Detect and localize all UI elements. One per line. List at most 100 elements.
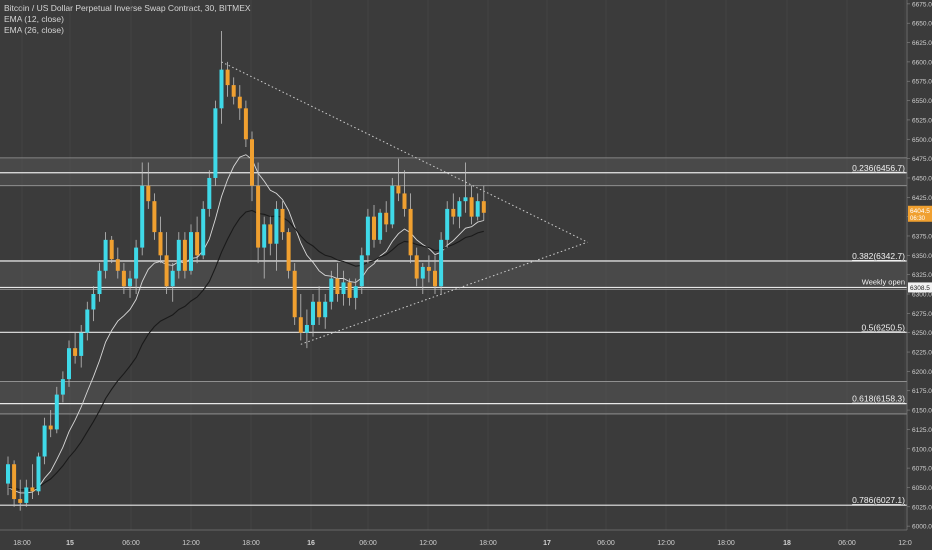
time-tick-label: 18:00 [479, 540, 497, 547]
candle-body [128, 278, 132, 287]
price-tick-label: 6525.0 [912, 117, 932, 124]
candle-body [396, 185, 401, 194]
ema12-line [7, 154, 484, 494]
fib-zone [0, 260, 907, 290]
candle-body [140, 185, 145, 248]
price-tick-label: 6550.0 [912, 98, 932, 105]
price-tick-label: 6150.0 [912, 408, 932, 415]
candle-body [97, 270, 102, 295]
candle-body [481, 201, 486, 213]
weekly-open-value: 6308.5 [910, 285, 930, 292]
last-price-value: 6404.5 [910, 208, 930, 215]
candle-body [243, 108, 248, 140]
candle-body [12, 464, 17, 500]
price-tick-label: 6350.0 [912, 253, 932, 260]
fib-level-label: 0.382(6342.7) [852, 251, 905, 261]
price-tick-label: 6200.0 [912, 369, 932, 376]
ema26-line [7, 209, 484, 491]
candle-body [433, 270, 437, 287]
time-tick-label: 06:00 [122, 540, 140, 547]
candle-body [292, 270, 297, 318]
price-tick-label: 6450.0 [912, 175, 932, 182]
candle-body [420, 266, 425, 279]
fib-zone [0, 381, 907, 414]
candle-body [73, 348, 78, 356]
candle-body [42, 425, 47, 457]
candle-body [256, 185, 261, 248]
candle-body [170, 270, 175, 287]
candle-body [408, 208, 413, 256]
candle-body [18, 499, 23, 503]
candle-body [274, 208, 279, 244]
weekly-open-label: Weekly open [862, 277, 905, 286]
candle-body [384, 212, 389, 225]
candle-body [451, 208, 456, 217]
candle-body [54, 394, 59, 430]
candle-body [402, 193, 407, 209]
time-tick-label: 18:00 [13, 540, 31, 547]
price-tick-label: 6250.0 [912, 330, 932, 337]
triangle-pattern [221, 61, 588, 345]
price-tick-label: 6125.0 [912, 427, 932, 434]
chart-title: Bitcoin / US Dollar Perpetual Inverse Sw… [4, 3, 251, 13]
time-tick-label: 12:0 [898, 540, 912, 547]
candle-body [85, 309, 90, 333]
candles [6, 30, 486, 511]
price-tick-label: 6675.0 [912, 1, 932, 8]
triangle-lower-trendline [300, 241, 588, 345]
chart-legend: Bitcoin / US Dollar Perpetual Inverse Sw… [4, 3, 251, 36]
price-tick-label: 6050.0 [912, 485, 932, 492]
price-tick-label: 6500.0 [912, 137, 932, 144]
candle-body [48, 425, 53, 430]
candle-body [250, 139, 254, 186]
candle-body [372, 216, 376, 240]
candle-body [176, 239, 181, 271]
time-tick-label: 12:00 [419, 540, 437, 547]
time-tick-label: 17 [543, 540, 551, 547]
candle-body [164, 255, 169, 287]
fib-levels: 0.236(6456.7) 0.382(6342.7) 0.5(6250.5) 0.6… [0, 163, 907, 506]
candle-body [91, 294, 96, 310]
ema-lines [7, 154, 484, 494]
candle-body [67, 348, 71, 380]
time-tick-label: 16 [307, 540, 315, 547]
candle-body [60, 379, 65, 395]
price-tick-label: 6325.0 [912, 272, 932, 279]
candle-body [103, 239, 108, 271]
candle-body [115, 259, 120, 271]
price-tick-label: 6075.0 [912, 466, 932, 473]
time-tick-label: 12:00 [182, 540, 200, 547]
candle-body [378, 212, 383, 240]
candle-body [317, 301, 322, 318]
candle-body [109, 239, 114, 260]
time-tick-label: 18 [783, 540, 791, 547]
candle-body [390, 185, 395, 225]
time-tick-label: 12:00 [657, 540, 675, 547]
ema12-legend: EMA (12, close) [4, 14, 64, 24]
candle-body [213, 108, 218, 178]
candle-body [414, 255, 419, 279]
candle-body [329, 278, 334, 302]
candle-body [207, 177, 212, 209]
price-axis-bg [907, 0, 932, 550]
candle-body [365, 216, 370, 256]
candle-body [445, 208, 450, 240]
price-tick-label: 6300.0 [912, 292, 932, 299]
candle-body [469, 197, 474, 217]
candle-body [134, 247, 139, 279]
price-tick-label: 6000.0 [912, 524, 932, 531]
candle-body [121, 270, 126, 287]
candle-body [24, 487, 29, 503]
candle-body [347, 282, 352, 298]
candle-body [359, 255, 364, 287]
price-tick-label: 6100.0 [912, 446, 932, 453]
price-tick-label: 6375.0 [912, 233, 932, 240]
candle-body [158, 232, 163, 256]
price-tick-label: 6625.0 [912, 40, 932, 47]
price-tick-label: 6650.0 [912, 21, 932, 28]
fib-level-label: 0.618(6158.3) [852, 394, 905, 404]
candle-body [262, 224, 267, 248]
candle-body [219, 69, 224, 109]
candle-body [426, 266, 431, 271]
